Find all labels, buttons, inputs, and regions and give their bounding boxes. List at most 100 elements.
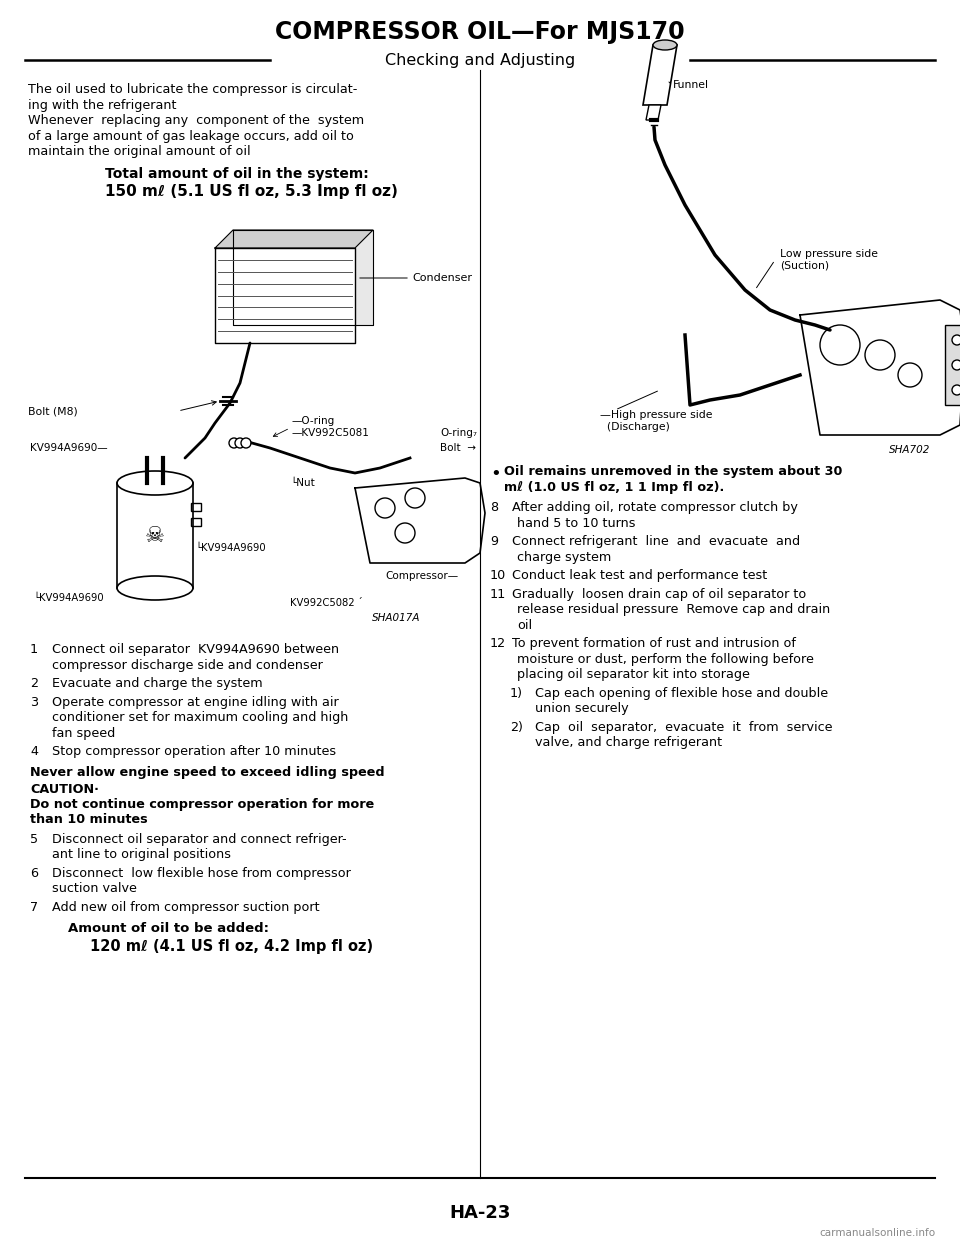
Text: —High pressure side
  (Discharge): —High pressure side (Discharge) (600, 410, 712, 431)
Text: Condenser: Condenser (412, 273, 472, 283)
Text: 3: 3 (30, 696, 38, 709)
Text: carmanualsonline.info: carmanualsonline.info (819, 1228, 935, 1238)
Text: After adding oil, rotate compressor clutch by: After adding oil, rotate compressor clut… (512, 501, 798, 515)
Polygon shape (215, 249, 355, 343)
Text: Evacuate and charge the system: Evacuate and charge the system (52, 677, 263, 690)
Text: HA-23: HA-23 (449, 1204, 511, 1222)
Text: Gradually  loosen drain cap of oil separator to: Gradually loosen drain cap of oil separa… (512, 588, 806, 600)
Text: Connect oil separator  KV994A9690 between: Connect oil separator KV994A9690 between (52, 643, 339, 656)
Text: 150 mℓ (5.1 US fl oz, 5.3 Imp fl oz): 150 mℓ (5.1 US fl oz, 5.3 Imp fl oz) (105, 184, 397, 199)
Text: └KV994A9690: └KV994A9690 (33, 593, 104, 603)
Circle shape (865, 341, 895, 370)
Text: moisture or dust, perform the following before: moisture or dust, perform the following … (517, 653, 814, 665)
Text: Cap each opening of flexible hose and double: Cap each opening of flexible hose and do… (535, 686, 828, 700)
Text: —KV992C5081: —KV992C5081 (292, 428, 370, 438)
Text: Never allow engine speed to exceed idling speed: Never allow engine speed to exceed idlin… (30, 766, 385, 778)
Text: SHA017A: SHA017A (372, 613, 420, 623)
Text: 2: 2 (30, 677, 38, 690)
Text: Do not continue compressor operation for more: Do not continue compressor operation for… (30, 798, 374, 810)
Text: conditioner set for maximum cooling and high: conditioner set for maximum cooling and … (52, 711, 348, 723)
Circle shape (241, 438, 251, 447)
Text: Disconnect  low flexible hose from compressor: Disconnect low flexible hose from compre… (52, 866, 350, 880)
Text: mℓ (1.0 US fl oz, 1 1 Imp fl oz).: mℓ (1.0 US fl oz, 1 1 Imp fl oz). (504, 481, 724, 493)
Text: 12: 12 (490, 636, 506, 650)
Text: Operate compressor at engine idling with air: Operate compressor at engine idling with… (52, 696, 339, 709)
Text: 10: 10 (490, 569, 506, 582)
Text: Amount of oil to be added:: Amount of oil to be added: (68, 922, 269, 935)
Circle shape (235, 438, 245, 447)
Circle shape (820, 324, 860, 365)
Text: Low pressure side
(Suction): Low pressure side (Suction) (780, 249, 878, 271)
Text: 9: 9 (490, 534, 498, 548)
Text: Conduct leak test and performance test: Conduct leak test and performance test (512, 569, 767, 582)
Text: Whenever  replacing any  component of the  system: Whenever replacing any component of the … (28, 114, 364, 127)
Ellipse shape (117, 576, 193, 600)
Polygon shape (646, 104, 661, 121)
Text: Compressor—: Compressor— (385, 571, 458, 580)
Text: 5: 5 (30, 833, 38, 845)
Circle shape (952, 385, 960, 395)
Text: than 10 minutes: than 10 minutes (30, 813, 148, 825)
Text: Connect refrigerant  line  and  evacuate  and: Connect refrigerant line and evacuate an… (512, 534, 800, 548)
Circle shape (898, 363, 922, 387)
Text: 8: 8 (490, 501, 498, 515)
Text: maintain the original amount of oil: maintain the original amount of oil (28, 145, 251, 158)
Text: └KV994A9690: └KV994A9690 (195, 543, 266, 553)
Polygon shape (215, 230, 373, 249)
Text: fan speed: fan speed (52, 726, 115, 740)
Text: 2): 2) (510, 721, 523, 733)
Text: 7: 7 (30, 900, 38, 914)
Text: valve, and charge refrigerant: valve, and charge refrigerant (535, 736, 722, 750)
Polygon shape (355, 479, 485, 563)
Text: To prevent formation of rust and intrusion of: To prevent formation of rust and intrusi… (512, 636, 796, 650)
Text: COMPRESSOR OIL—For MJS170: COMPRESSOR OIL—For MJS170 (276, 20, 684, 44)
Circle shape (395, 523, 415, 543)
Text: Cap  oil  separator,  evacuate  it  from  service: Cap oil separator, evacuate it from serv… (535, 721, 832, 733)
Text: Checking and Adjusting: Checking and Adjusting (385, 52, 575, 67)
Text: hand 5 to 10 turns: hand 5 to 10 turns (517, 517, 636, 530)
Text: 1: 1 (30, 643, 38, 656)
Circle shape (405, 488, 425, 508)
Polygon shape (800, 300, 960, 435)
Circle shape (952, 360, 960, 370)
Text: Stop compressor operation after 10 minutes: Stop compressor operation after 10 minut… (52, 745, 336, 758)
Text: Bolt →: Bolt → (440, 443, 476, 452)
Text: 1): 1) (510, 686, 523, 700)
Text: release residual pressure  Remove cap and drain: release residual pressure Remove cap and… (517, 603, 830, 617)
Text: └Nut: └Nut (290, 479, 315, 488)
Text: Total amount of oil in the system:: Total amount of oil in the system: (105, 167, 369, 180)
Text: 4: 4 (30, 745, 38, 758)
Text: 120 mℓ (4.1 US fl oz, 4.2 Imp fl oz): 120 mℓ (4.1 US fl oz, 4.2 Imp fl oz) (90, 938, 373, 953)
Text: 6: 6 (30, 866, 38, 880)
Text: •: • (490, 465, 501, 484)
Bar (191, 518, 201, 526)
Polygon shape (643, 45, 677, 104)
Polygon shape (233, 230, 373, 324)
Text: placing oil separator kit into storage: placing oil separator kit into storage (517, 667, 750, 681)
Text: O-ring₇: O-ring₇ (440, 428, 477, 438)
Bar (945, 324, 960, 405)
Text: KV992C5082 ´: KV992C5082 ´ (290, 598, 363, 608)
Circle shape (952, 336, 960, 346)
Text: charge system: charge system (517, 551, 612, 563)
Text: —O-ring: —O-ring (292, 416, 335, 426)
Text: ☠: ☠ (145, 526, 165, 546)
Text: CAUTION·: CAUTION· (30, 783, 99, 796)
Text: SHA702: SHA702 (889, 445, 930, 455)
Text: Add new oil from compressor suction port: Add new oil from compressor suction port (52, 900, 320, 914)
Text: Oil remains unremoved in the system about 30: Oil remains unremoved in the system abou… (504, 465, 842, 479)
Bar (191, 503, 201, 511)
Text: suction valve: suction valve (52, 883, 137, 895)
Text: 11: 11 (490, 588, 506, 600)
Text: Disconnect oil separator and connect refriger-: Disconnect oil separator and connect ref… (52, 833, 347, 845)
Text: Funnel: Funnel (673, 80, 709, 89)
Text: of a large amount of gas leakage occurs, add oil to: of a large amount of gas leakage occurs,… (28, 129, 354, 143)
Text: union securely: union securely (535, 702, 629, 715)
Text: The oil used to lubricate the compressor is circulat-: The oil used to lubricate the compressor… (28, 83, 357, 96)
Ellipse shape (653, 40, 677, 50)
Ellipse shape (117, 471, 193, 495)
Text: KV994A9690—: KV994A9690— (30, 443, 108, 452)
Text: oil: oil (517, 619, 532, 631)
Circle shape (375, 498, 395, 518)
Text: ing with the refrigerant: ing with the refrigerant (28, 98, 177, 112)
